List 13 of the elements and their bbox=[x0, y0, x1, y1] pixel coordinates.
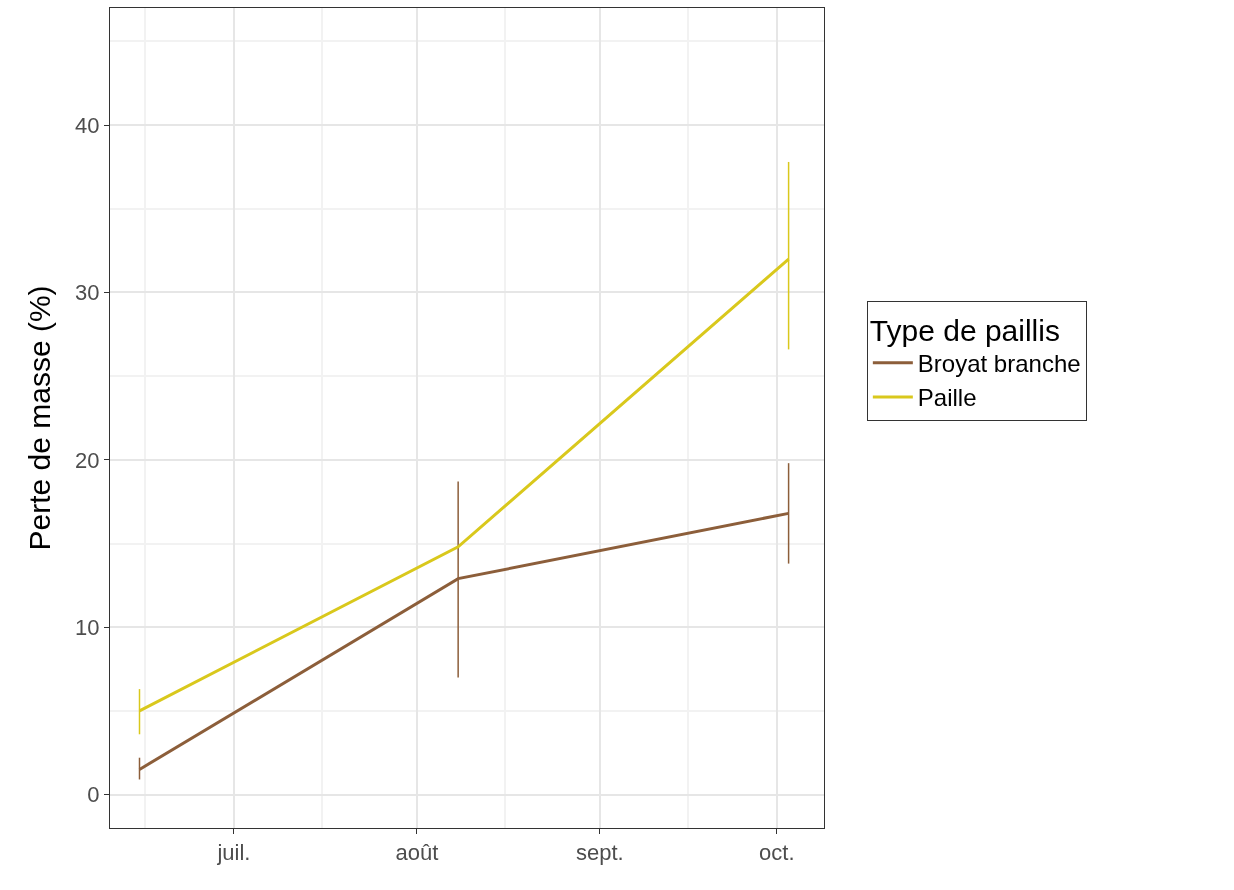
y-tick-label: 0 bbox=[87, 782, 100, 808]
legend-label: Paille bbox=[917, 384, 977, 412]
y-tick-label: 10 bbox=[75, 614, 100, 640]
legend-label: Broyat branche bbox=[917, 350, 1081, 378]
y-tick-label: 30 bbox=[75, 280, 100, 306]
x-tick-label: oct. bbox=[759, 840, 795, 866]
x-tick-label: sept. bbox=[575, 840, 624, 866]
x-tick-label: juil. bbox=[216, 840, 251, 866]
y-axis-title: Perte de masse (%) bbox=[23, 285, 57, 551]
x-tick-label: août bbox=[395, 840, 439, 866]
y-tick-label: 40 bbox=[75, 112, 100, 138]
legend-title: Type de paillis bbox=[869, 313, 1060, 347]
y-tick-label: 20 bbox=[75, 447, 100, 473]
